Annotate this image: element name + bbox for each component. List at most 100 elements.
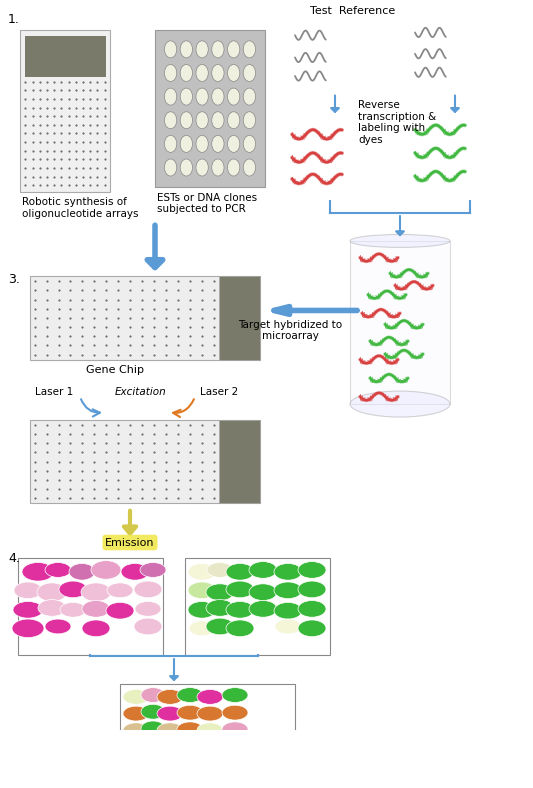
Text: Reverse
transcription &
labeling with
dyes: Reverse transcription & labeling with dy… xyxy=(358,100,436,145)
Ellipse shape xyxy=(123,723,149,738)
Ellipse shape xyxy=(69,563,95,580)
Ellipse shape xyxy=(180,112,192,128)
Ellipse shape xyxy=(350,235,450,247)
Ellipse shape xyxy=(82,600,110,617)
Ellipse shape xyxy=(207,563,233,578)
Ellipse shape xyxy=(188,582,216,599)
Ellipse shape xyxy=(157,690,183,704)
Ellipse shape xyxy=(121,563,149,580)
Ellipse shape xyxy=(228,88,240,105)
Ellipse shape xyxy=(196,112,208,128)
Ellipse shape xyxy=(274,582,302,599)
Ellipse shape xyxy=(275,619,301,634)
Text: Emission: Emission xyxy=(105,537,155,548)
FancyBboxPatch shape xyxy=(25,36,106,76)
Ellipse shape xyxy=(222,705,248,720)
Ellipse shape xyxy=(222,738,248,753)
Ellipse shape xyxy=(177,688,203,702)
Ellipse shape xyxy=(298,562,326,578)
Ellipse shape xyxy=(222,688,248,702)
Ellipse shape xyxy=(165,88,177,105)
Ellipse shape xyxy=(212,159,224,176)
Ellipse shape xyxy=(140,563,166,578)
Ellipse shape xyxy=(197,723,223,738)
Ellipse shape xyxy=(141,721,165,736)
Ellipse shape xyxy=(82,620,110,637)
Ellipse shape xyxy=(298,581,326,598)
FancyBboxPatch shape xyxy=(350,241,450,404)
Ellipse shape xyxy=(243,88,255,105)
Ellipse shape xyxy=(165,136,177,152)
Ellipse shape xyxy=(45,619,71,634)
FancyBboxPatch shape xyxy=(219,276,260,359)
Ellipse shape xyxy=(60,602,86,617)
Ellipse shape xyxy=(243,65,255,81)
Ellipse shape xyxy=(180,159,192,176)
FancyBboxPatch shape xyxy=(120,684,295,786)
Ellipse shape xyxy=(196,136,208,152)
Ellipse shape xyxy=(141,754,165,769)
Ellipse shape xyxy=(45,563,71,578)
Ellipse shape xyxy=(123,690,149,704)
Ellipse shape xyxy=(196,88,208,105)
Ellipse shape xyxy=(180,65,192,81)
Ellipse shape xyxy=(134,618,162,635)
Ellipse shape xyxy=(106,602,134,619)
Ellipse shape xyxy=(165,41,177,58)
Ellipse shape xyxy=(196,41,208,58)
Ellipse shape xyxy=(212,41,224,58)
Ellipse shape xyxy=(141,704,165,719)
Ellipse shape xyxy=(228,112,240,128)
Text: Gene Chip: Gene Chip xyxy=(86,365,144,375)
Text: Laser 2: Laser 2 xyxy=(200,388,238,397)
Text: Test  Reference: Test Reference xyxy=(310,6,395,17)
Ellipse shape xyxy=(228,41,240,58)
Ellipse shape xyxy=(107,583,133,598)
Ellipse shape xyxy=(165,159,177,176)
Ellipse shape xyxy=(212,112,224,128)
Ellipse shape xyxy=(180,41,192,58)
Ellipse shape xyxy=(249,562,277,578)
Ellipse shape xyxy=(222,754,248,769)
FancyBboxPatch shape xyxy=(30,276,260,359)
Ellipse shape xyxy=(59,581,87,598)
Ellipse shape xyxy=(22,563,54,581)
Ellipse shape xyxy=(157,756,183,771)
Ellipse shape xyxy=(226,563,254,580)
Ellipse shape xyxy=(350,391,450,417)
Ellipse shape xyxy=(14,582,42,599)
Ellipse shape xyxy=(197,690,223,704)
FancyBboxPatch shape xyxy=(185,558,330,655)
Ellipse shape xyxy=(180,88,192,105)
Ellipse shape xyxy=(141,688,165,702)
Ellipse shape xyxy=(243,159,255,176)
Ellipse shape xyxy=(189,621,215,636)
Ellipse shape xyxy=(188,601,216,618)
FancyBboxPatch shape xyxy=(219,420,260,504)
Text: 3.: 3. xyxy=(8,273,20,286)
FancyBboxPatch shape xyxy=(155,30,265,188)
Ellipse shape xyxy=(12,619,44,637)
Ellipse shape xyxy=(196,159,208,176)
Ellipse shape xyxy=(212,136,224,152)
Ellipse shape xyxy=(228,136,240,152)
Text: Robotic synthesis of
oligonucleotide arrays: Robotic synthesis of oligonucleotide arr… xyxy=(22,197,139,219)
Ellipse shape xyxy=(177,705,203,720)
Ellipse shape xyxy=(188,563,216,580)
FancyBboxPatch shape xyxy=(18,558,163,655)
Text: Target hybridized to
microarray: Target hybridized to microarray xyxy=(238,320,342,341)
Ellipse shape xyxy=(123,756,149,771)
Ellipse shape xyxy=(141,738,165,753)
Ellipse shape xyxy=(134,581,162,598)
Ellipse shape xyxy=(243,112,255,128)
Ellipse shape xyxy=(123,706,149,721)
Ellipse shape xyxy=(274,563,302,580)
Ellipse shape xyxy=(177,722,203,737)
Ellipse shape xyxy=(81,583,111,601)
Text: ESTs or DNA clones
subjected to PCR: ESTs or DNA clones subjected to PCR xyxy=(157,193,257,214)
Ellipse shape xyxy=(228,159,240,176)
Ellipse shape xyxy=(123,739,149,754)
Ellipse shape xyxy=(157,739,183,754)
Ellipse shape xyxy=(226,620,254,637)
Ellipse shape xyxy=(212,65,224,81)
